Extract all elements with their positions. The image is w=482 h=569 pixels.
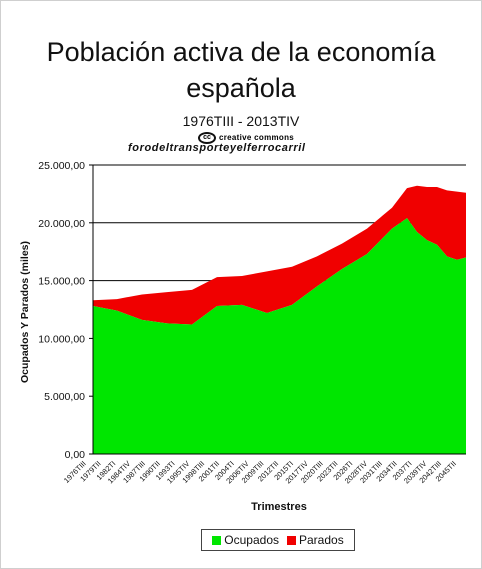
- chart-title: Población activa de la economía española: [46, 37, 436, 103]
- legend-swatch-ocupados: [212, 535, 222, 545]
- legend-swatch-parados: [287, 535, 296, 545]
- creative-commons-logo: cc creative commons: [198, 131, 294, 145]
- y-tick-label: 10.000,00: [38, 333, 85, 345]
- chart-subtitle: 1976TIII - 2013TIV: [182, 113, 300, 129]
- legend: Ocupados Parados: [201, 529, 355, 551]
- legend-label-ocupados: Ocupados: [224, 533, 279, 547]
- legend-item-parados: Parados: [287, 533, 344, 547]
- y-axis-label: Ocupados Y Parados (miles): [19, 241, 31, 383]
- y-tick-label: 15.000,00: [38, 276, 85, 288]
- x-axis-label: Trimestres: [251, 501, 307, 513]
- x-axis: 1976TIII1979TII1982TI1984TIV1987TIII1990…: [62, 453, 466, 485]
- watermark-text: forodeltransporteyelferrocarril: [128, 142, 306, 154]
- cc-icon: cc: [198, 132, 216, 144]
- y-tick-label: 20.000,00: [38, 218, 85, 230]
- y-tick-label: 0,00: [65, 449, 86, 461]
- series-area-parados: [93, 185, 466, 325]
- series-area-ocupados: [93, 218, 466, 454]
- chart-areas: [93, 185, 466, 454]
- y-axis: 0,00 5.000,00 10.000,00 15.000,00 20.000,00 2…: [38, 160, 94, 461]
- cc-logo-text: creative commons: [219, 133, 295, 142]
- legend-label-parados: Parados: [299, 533, 344, 547]
- legend-item-ocupados: Ocupados: [212, 533, 279, 547]
- y-tick-label: 25.000,00: [38, 160, 85, 172]
- y-tick-label: 5.000,00: [44, 391, 85, 403]
